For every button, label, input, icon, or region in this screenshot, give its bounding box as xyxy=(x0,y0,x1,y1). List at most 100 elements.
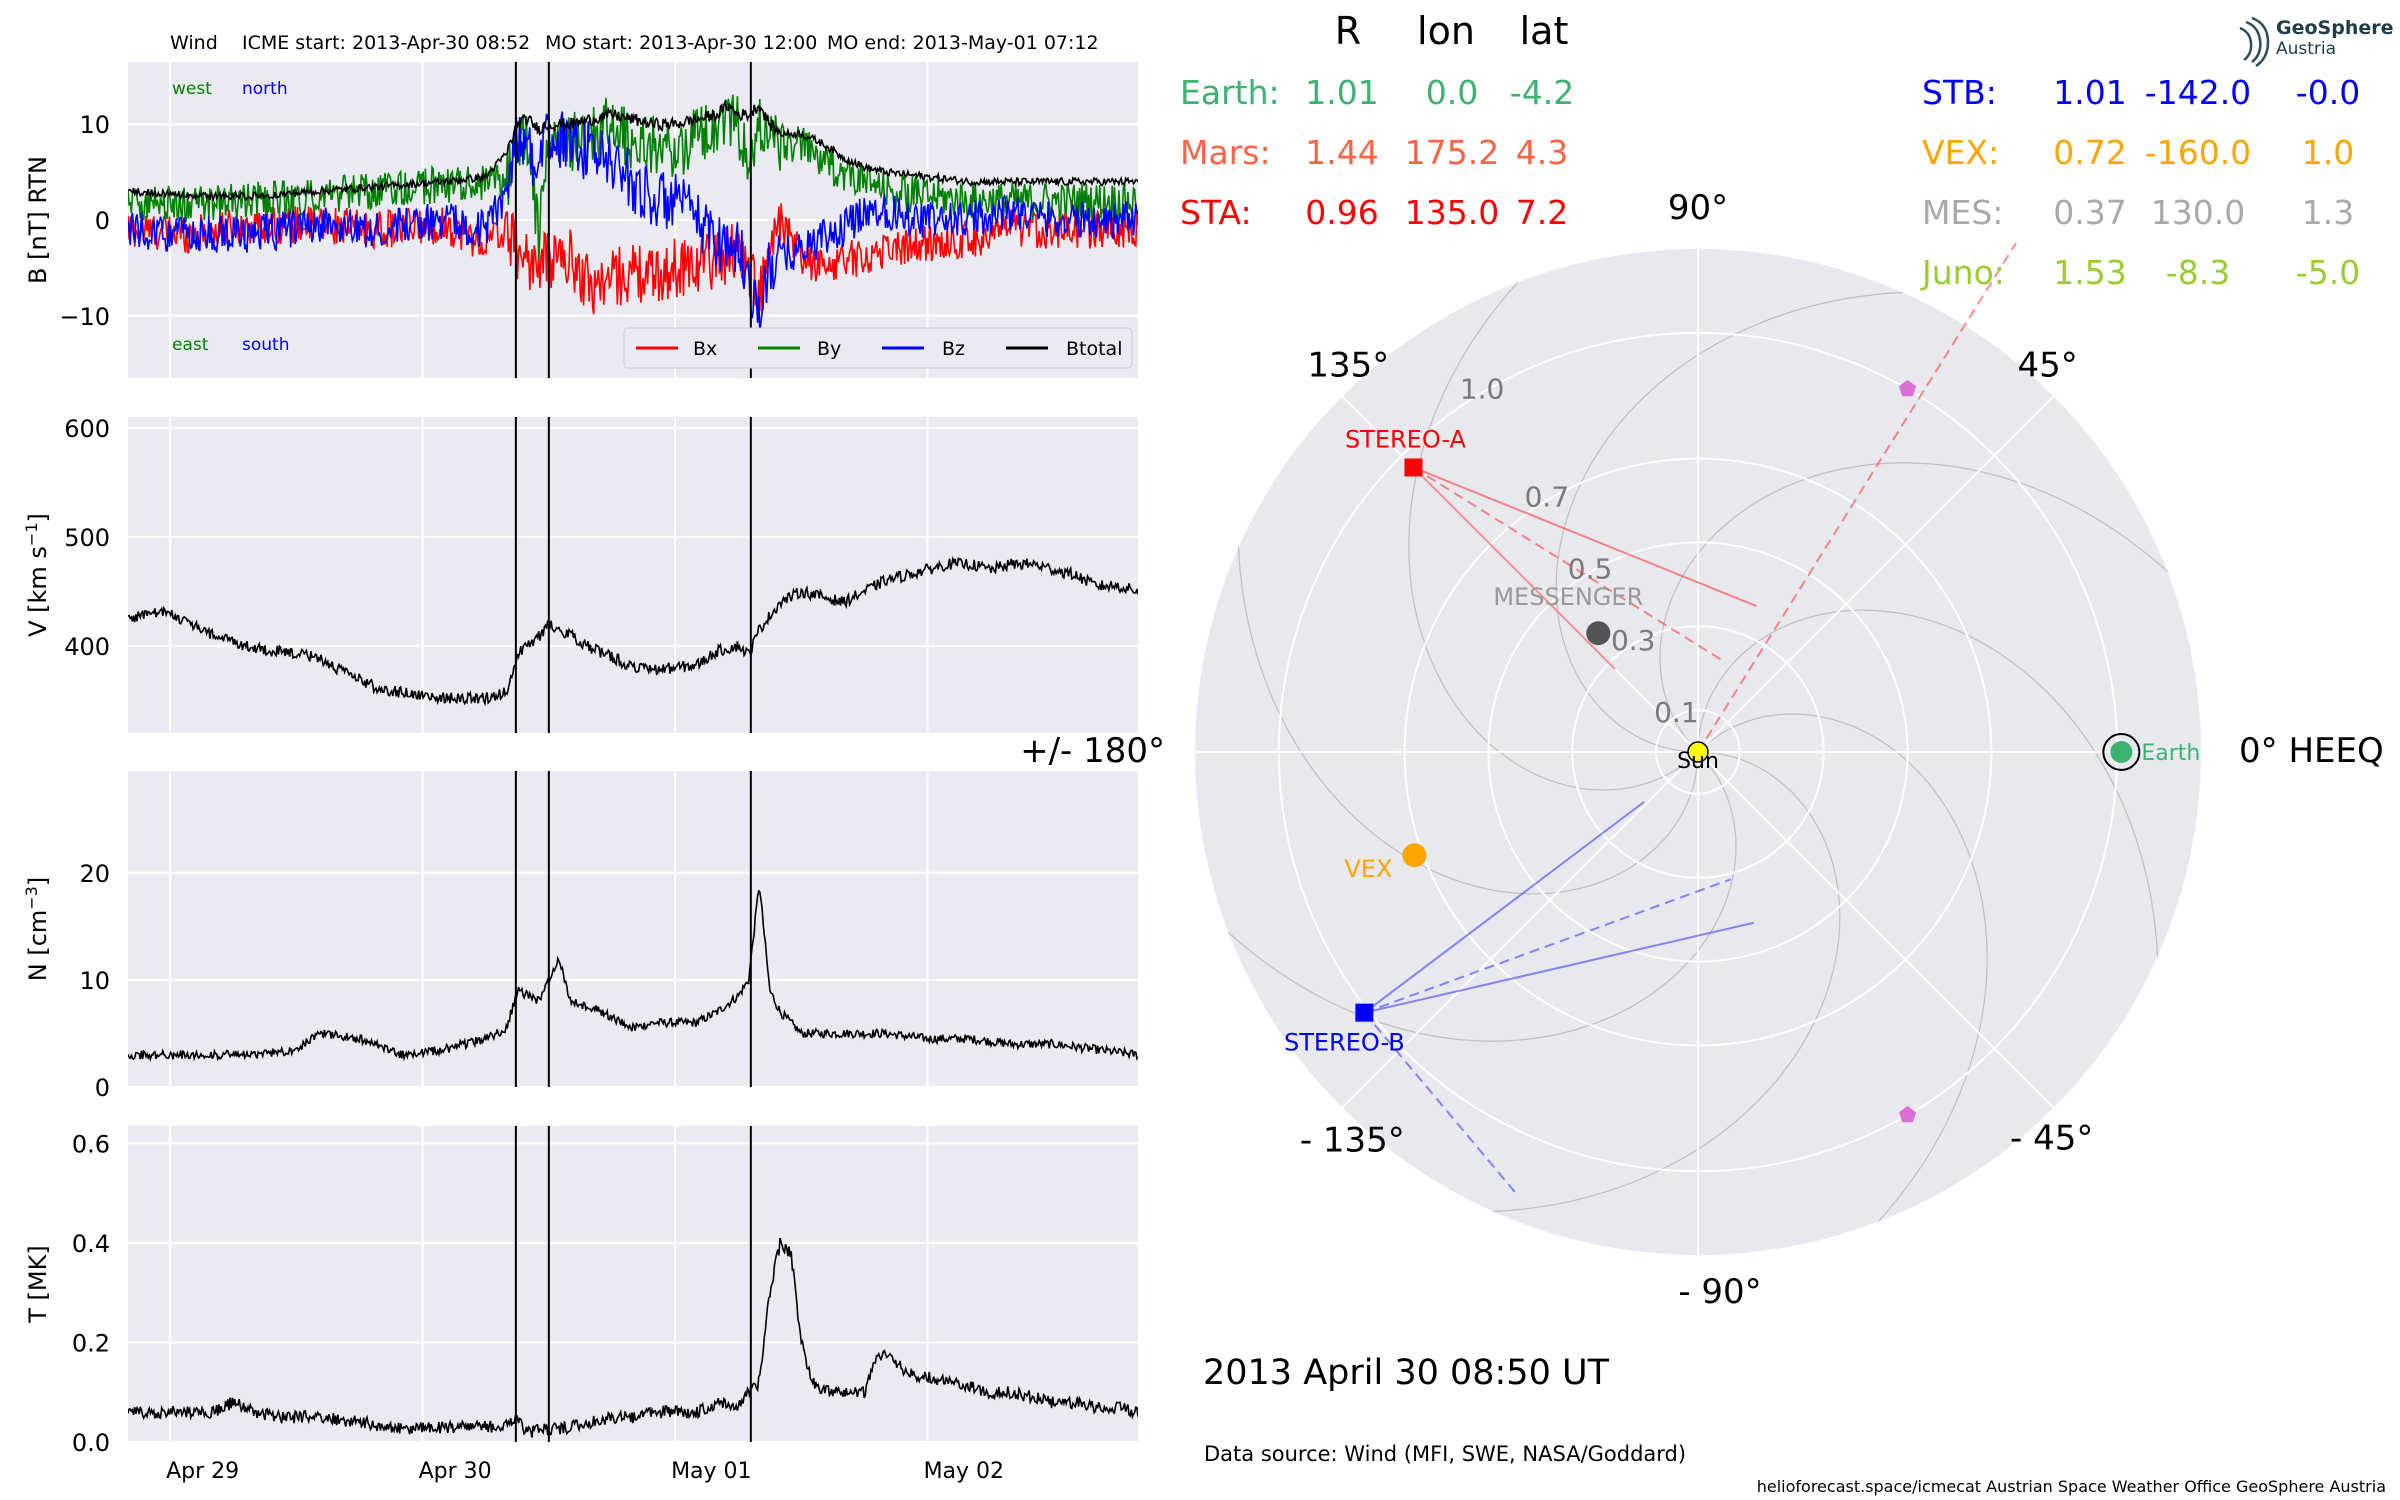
table-lon: 135.0 xyxy=(1405,193,1499,232)
table-header: lon xyxy=(1417,9,1475,53)
y-tick-label: 20 xyxy=(79,860,110,888)
spacecraft-marker xyxy=(1402,843,1427,868)
table-body-name: Earth: xyxy=(1180,73,1280,112)
logo-sub: Austria xyxy=(2276,39,2336,59)
table-body-name: MES: xyxy=(1922,193,2003,232)
table-lat: -5.0 xyxy=(2296,253,2360,292)
table-lon: 130.0 xyxy=(2151,193,2245,232)
table-r: 1.01 xyxy=(2053,73,2126,112)
theta-tick-label: +/- 180° xyxy=(1020,731,1165,771)
table-body-name: Mars: xyxy=(1180,133,1271,172)
r-gridcircle xyxy=(1571,625,1825,879)
table-lon: -8.3 xyxy=(2166,253,2230,292)
table-lat: -0.0 xyxy=(2296,73,2360,112)
earth-label: Earth xyxy=(2141,741,2200,766)
series-line-btotal xyxy=(128,98,1138,202)
table-lat: 7.2 xyxy=(1516,193,1568,232)
r-gridcircle xyxy=(1487,541,1909,963)
south-label: south xyxy=(242,335,289,355)
icme-start-label: ICME start: 2013-Apr-30 08:52 xyxy=(242,32,530,54)
stb-view-line xyxy=(1363,801,1645,1014)
sun-marker xyxy=(1687,741,1709,763)
y-tick-label: 0 xyxy=(95,1074,110,1102)
y-tick-label: 400 xyxy=(64,633,110,661)
west-label: west xyxy=(172,79,212,99)
r-tick-label: 0.7 xyxy=(1525,480,1570,513)
y-tick-label: 600 xyxy=(64,415,110,443)
theta-tick-label: 45° xyxy=(2018,345,2078,385)
x-tick-label: May 01 xyxy=(671,1459,751,1484)
panel-background xyxy=(128,771,1138,1087)
sta-view-line xyxy=(1412,466,1616,670)
table-header: R xyxy=(1335,9,1361,53)
y-axis-label: B [nT] RTN xyxy=(24,156,52,284)
r-tick-label: 0.3 xyxy=(1611,624,1656,657)
panel-3: 0.0 0.2 0.4 0.6 T [MK] xyxy=(24,1126,1138,1457)
x-tick-label: Apr 29 xyxy=(166,1459,239,1484)
table-body-name: VEX: xyxy=(1922,133,1999,172)
legend-bz-label: Bz xyxy=(942,338,965,360)
table-r: 0.72 xyxy=(2053,133,2126,172)
table-r: 1.53 xyxy=(2053,253,2126,292)
legend-bx-label: Bx xyxy=(693,338,717,360)
table-lon: -142.0 xyxy=(2145,73,2251,112)
y-tick-label: −10 xyxy=(59,303,110,331)
panel-2: 0 10 20 N [cm−3] xyxy=(22,771,1138,1102)
series-line-bx xyxy=(128,203,1138,315)
spacecraft-marker xyxy=(1404,458,1423,477)
theta-tick-label: 135° xyxy=(1307,345,1389,385)
spacecraft-label: STEREO-A xyxy=(1345,425,1467,453)
legend-box xyxy=(623,327,1133,369)
legend-by-label: By xyxy=(817,338,841,360)
timestamp: 2013 April 30 08:50 UT xyxy=(1203,1353,1610,1393)
east-label: east xyxy=(172,335,209,355)
table-r: 0.96 xyxy=(1305,193,1378,232)
y-tick-label: 500 xyxy=(64,524,110,552)
b-legend: Bx By Bz Btotal xyxy=(623,327,1133,369)
table-body-name: STB: xyxy=(1922,73,1997,112)
table-body-name: Juno: xyxy=(1920,253,2005,292)
table-lat: -4.2 xyxy=(1510,73,1574,112)
polar-plot: 0.1 0.3 0.5 0.7 1.0 90° 45° 0° HEEQ - 45° - 90° - … xyxy=(1020,188,2384,1312)
table-r: 1.44 xyxy=(1305,133,1378,172)
stb-view-line xyxy=(1364,921,1755,1014)
r-tick-label: 0.1 xyxy=(1654,696,1699,729)
table-r: 1.01 xyxy=(1305,73,1378,112)
credits: helioforecast.space/icmecat Austrian Spa… xyxy=(1757,1477,2386,1496)
r-tick-label: 1.0 xyxy=(1460,373,1505,406)
y-tick-label: 0.0 xyxy=(72,1429,110,1457)
sta-view-line xyxy=(1697,242,2017,753)
spacecraft-label: STEREO-B xyxy=(1284,1029,1405,1057)
table-lat: 1.0 xyxy=(2302,133,2354,172)
sta-view-line xyxy=(1412,466,1724,662)
theta-tick-label: 0° HEEQ xyxy=(2239,731,2384,771)
y-axis-label: T [MK] xyxy=(24,1245,52,1323)
y-tick-label: 0.4 xyxy=(72,1230,110,1258)
stb-view-line xyxy=(1363,1012,1520,1198)
data-source: Data source: Wind (MFI, SWE, NASA/Goddar… xyxy=(1204,1442,1686,1466)
y-tick-label: 0.6 xyxy=(72,1130,110,1158)
spacecraft-label: MESSENGER xyxy=(1493,583,1643,611)
y-tick-label: 10 xyxy=(79,967,110,995)
logo-swirl-icon xyxy=(2239,16,2270,68)
panel-0: −10 0 10 B [nT] RTN xyxy=(24,62,1138,378)
earth-marker xyxy=(2110,741,2133,763)
mo-start-label: MO start: 2013-Apr-30 12:00 xyxy=(545,32,817,54)
y-axis-label: V [km s−1] xyxy=(22,513,53,637)
earth-ring xyxy=(2102,733,2141,771)
r-tick-label: 0.5 xyxy=(1568,552,1613,585)
table-lat: 4.3 xyxy=(1516,133,1568,172)
y-tick-label: 10 xyxy=(79,111,110,139)
spacecraft-marker xyxy=(1586,621,1611,646)
panel-1: 400 500 600 V [km s−1] xyxy=(22,415,1138,733)
sun-label: Sun xyxy=(1677,749,1719,774)
table-lat: 1.3 xyxy=(2302,193,2354,232)
panel-background xyxy=(128,1126,1138,1442)
north-label: north xyxy=(242,79,288,99)
table-body-name: STA: xyxy=(1180,193,1252,232)
table-lon: -160.0 xyxy=(2145,133,2251,172)
y-tick-label: 0 xyxy=(95,207,110,235)
theta-tick-label: - 135° xyxy=(1300,1121,1405,1161)
